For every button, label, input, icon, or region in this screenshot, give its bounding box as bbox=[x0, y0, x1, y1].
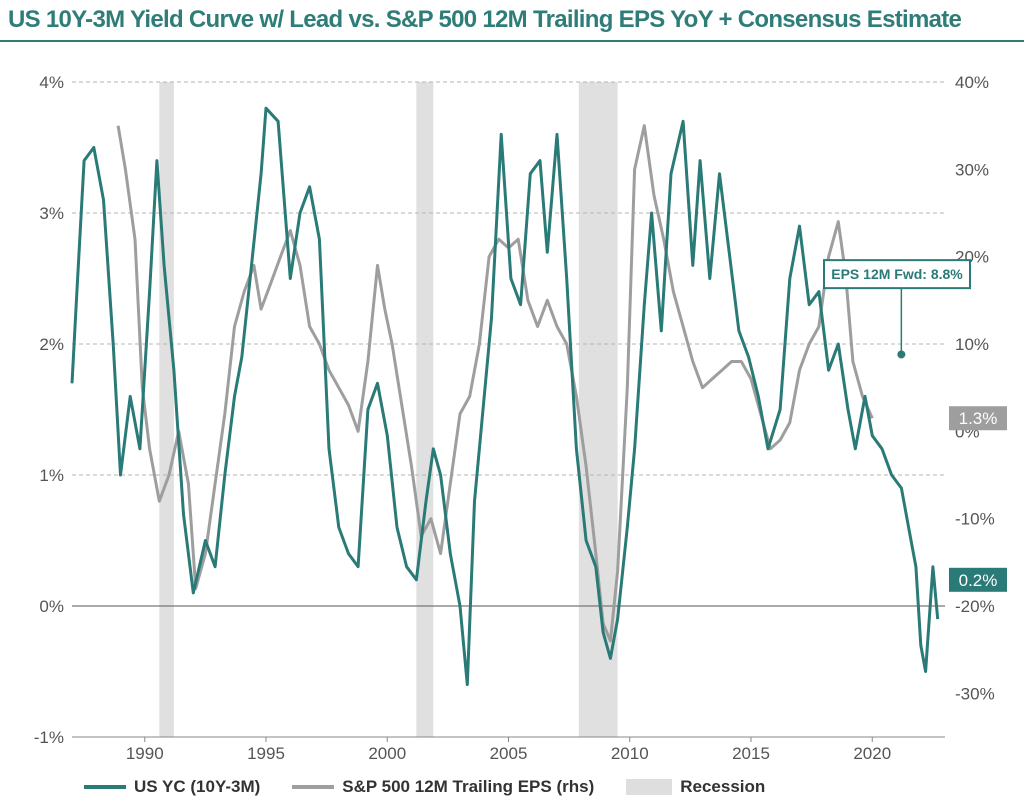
legend-swatch-recession bbox=[626, 779, 673, 795]
y-right-tick-label: 10% bbox=[955, 335, 989, 354]
legend-item-yield-curve: US YC (10Y-3M) bbox=[84, 777, 260, 797]
x-tick-label: 2010 bbox=[611, 744, 649, 763]
title-rule bbox=[0, 40, 1024, 42]
y-right-tick-label: -30% bbox=[955, 684, 995, 703]
legend-swatch-eps bbox=[292, 785, 335, 789]
end-badge-label: 0.2% bbox=[959, 571, 998, 590]
annotation-point bbox=[897, 350, 906, 359]
x-tick-label: 1995 bbox=[247, 744, 285, 763]
y-right-tick-label: 40% bbox=[955, 73, 989, 92]
y-left-tick-label: -1% bbox=[34, 728, 64, 747]
annotation-label: EPS 12M Fwd: 8.8% bbox=[831, 266, 963, 282]
series-line-eps bbox=[116, 124, 874, 643]
x-tick-label: 2015 bbox=[732, 744, 770, 763]
x-tick-label: 2000 bbox=[368, 744, 406, 763]
y-left-tick-label: 4% bbox=[39, 73, 64, 92]
end-badge-eps: 1.3% bbox=[949, 406, 1007, 431]
y-left-tick-label: 0% bbox=[39, 597, 64, 616]
y-right-tick-label: -20% bbox=[955, 597, 995, 616]
x-tick-label: 2005 bbox=[490, 744, 528, 763]
legend-item-eps: S&P 500 12M Trailing EPS (rhs) bbox=[292, 777, 594, 797]
end-badge-label: 1.3% bbox=[959, 409, 998, 428]
x-tick-label: 1990 bbox=[126, 744, 164, 763]
y-left-tick-label: 3% bbox=[39, 204, 64, 223]
legend-label-yield-curve: US YC (10Y-3M) bbox=[134, 777, 261, 796]
end-badge-yield-curve: 0.2% bbox=[949, 567, 1007, 592]
legend-item-recession: Recession bbox=[626, 777, 765, 797]
y-left-tick-label: 2% bbox=[39, 335, 64, 354]
y-left-tick-label: 1% bbox=[39, 466, 64, 485]
recession-band-0 bbox=[159, 82, 174, 737]
legend-label-eps: S&P 500 12M Trailing EPS (rhs) bbox=[342, 777, 595, 796]
chart-title: US 10Y-3M Yield Curve w/ Lead vs. S&P 50… bbox=[8, 6, 962, 33]
y-right-tick-label: -10% bbox=[955, 510, 995, 529]
end-badge-bg bbox=[949, 406, 1007, 431]
legend-swatch-yield-curve bbox=[84, 785, 126, 789]
series-line-yield-curve bbox=[70, 106, 940, 687]
legend: US YC (10Y-3M) S&P 500 12M Trailing EPS … bbox=[84, 774, 797, 800]
x-tick-label: 2020 bbox=[853, 744, 891, 763]
legend-label-recession: Recession bbox=[680, 777, 766, 796]
y-right-tick-label: 30% bbox=[955, 160, 989, 179]
annotation-box bbox=[823, 259, 971, 290]
end-badge-bg bbox=[949, 567, 1007, 592]
chart-area: -1%0%1%2%3%4%-30%-20%-10%0%10%20%30%40%1… bbox=[34, 73, 1007, 763]
recession-band-1 bbox=[416, 82, 434, 737]
